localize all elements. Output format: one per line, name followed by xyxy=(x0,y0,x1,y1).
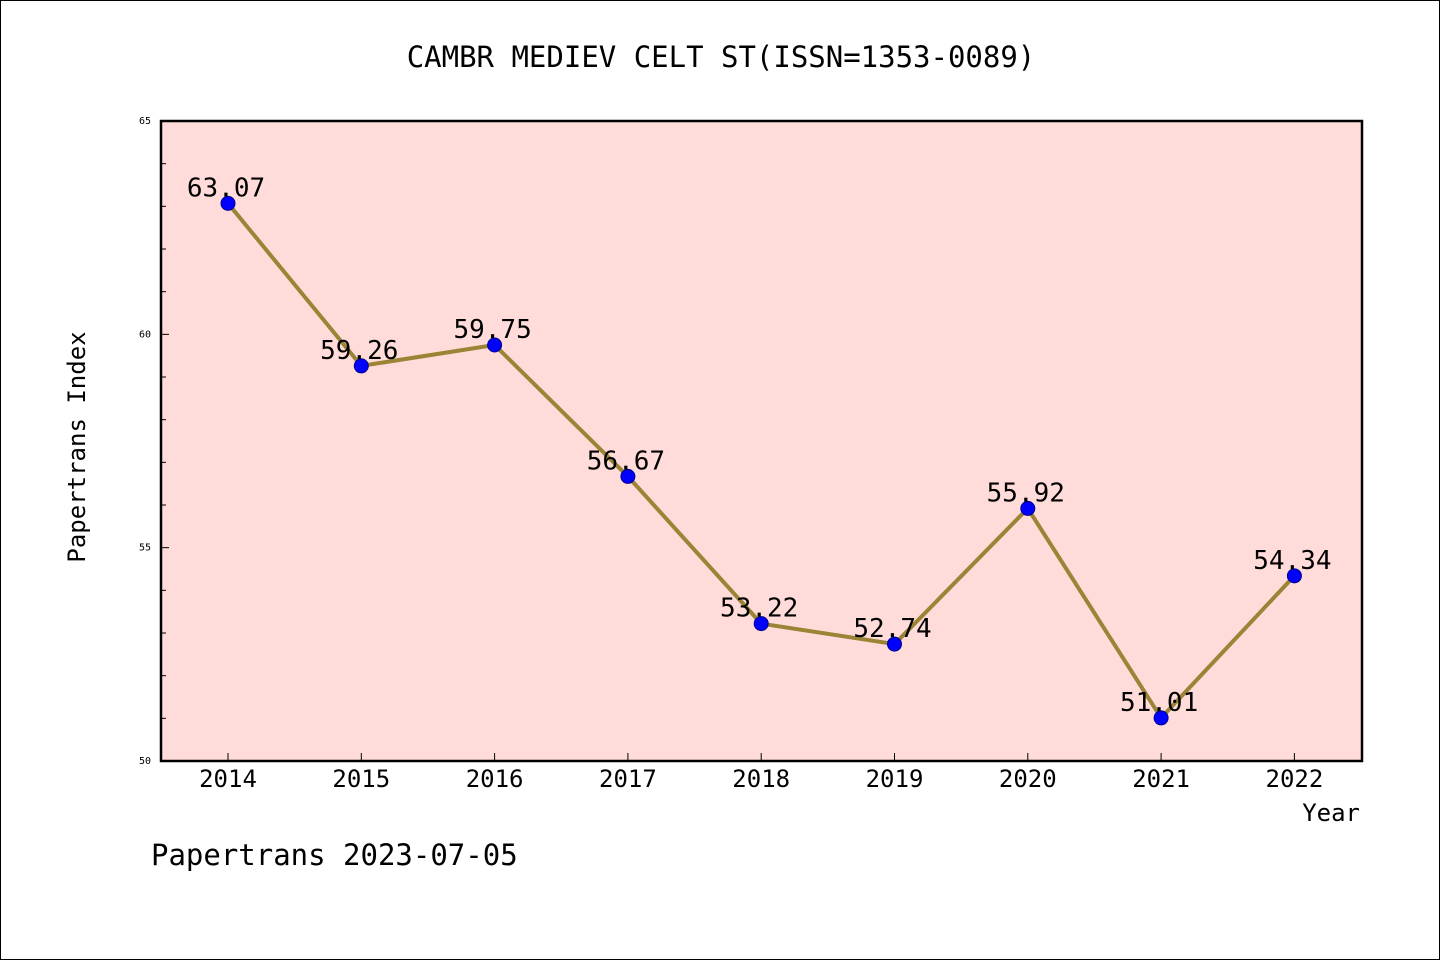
data-point xyxy=(753,616,769,632)
plot-area xyxy=(159,119,1364,763)
y-axis-ticks: 50 55 60 65 xyxy=(139,116,169,767)
data-point xyxy=(1020,500,1036,516)
x-tick-label: 2020 xyxy=(999,765,1057,793)
x-tick-label: 2019 xyxy=(866,765,924,793)
x-tick-label: 2022 xyxy=(1266,765,1324,793)
data-point xyxy=(353,358,369,374)
data-label: 52.74 xyxy=(853,614,931,644)
data-label: 55.92 xyxy=(987,478,1065,508)
y-tick-label: 55 xyxy=(139,543,151,554)
y-tick-label: 65 xyxy=(139,116,151,127)
x-tick-label: 2018 xyxy=(732,765,790,793)
x-axis-ticks: 2014 2015 2016 2017 2018 2019 2020 2021 2022 xyxy=(199,753,1323,793)
data-label: 59.75 xyxy=(453,315,531,345)
data-point xyxy=(220,195,236,211)
data-point xyxy=(1286,568,1302,584)
data-point xyxy=(887,636,902,652)
data-label: 53.22 xyxy=(720,594,798,624)
x-tick-label: 2021 xyxy=(1132,765,1190,793)
data-point xyxy=(1153,710,1169,726)
data-labels-group: 63.07 59.26 59.75 56.67 53.22 52.74 55.92 51.01… xyxy=(187,173,1332,718)
data-label: 51.01 xyxy=(1120,688,1198,718)
x-tick-label: 2016 xyxy=(466,765,524,793)
data-point xyxy=(620,468,636,484)
x-tick-label: 2014 xyxy=(199,765,257,793)
data-label: 54.34 xyxy=(1253,546,1331,576)
data-point xyxy=(487,337,503,353)
data-label: 63.07 xyxy=(187,173,265,203)
y-tick-label: 50 xyxy=(139,756,151,767)
y-axis-label: Papertrans Index xyxy=(63,331,91,562)
series-group xyxy=(220,195,1302,726)
chart-title: CAMBR MEDIEV CELT ST(ISSN=1353-0089) xyxy=(407,40,1036,74)
x-tick-label: 2017 xyxy=(599,765,657,793)
y-tick-label: 60 xyxy=(139,329,151,340)
x-tick-label: 2015 xyxy=(332,765,390,793)
footer-text: Papertrans 2023-07-05 xyxy=(151,838,518,872)
data-label: 59.26 xyxy=(320,336,398,366)
x-axis-label: Year xyxy=(1302,799,1360,827)
data-label: 56.67 xyxy=(587,446,665,476)
